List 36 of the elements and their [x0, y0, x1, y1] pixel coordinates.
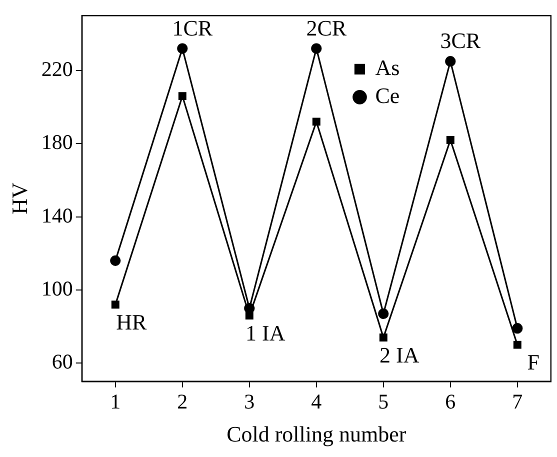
annotation: 1 IA	[246, 320, 286, 346]
y-axis-title: HV	[6, 182, 32, 214]
x-tick-label: 7	[512, 390, 523, 414]
y-tick-label: 140	[41, 203, 73, 228]
y-tick-label: 60	[52, 350, 73, 374]
point	[311, 43, 322, 54]
legend-label: Ce	[375, 82, 400, 108]
point	[110, 255, 121, 266]
point	[312, 118, 320, 126]
point	[378, 308, 389, 320]
point	[446, 136, 454, 144]
legend-label: As	[375, 54, 400, 80]
annotation: F	[527, 350, 540, 375]
annotation: HR	[116, 309, 148, 334]
y-tick-label: 180	[41, 130, 73, 154]
annotation: 3CR	[440, 28, 481, 54]
x-axis-title: Cold rolling number	[226, 422, 407, 447]
x-tick-label: 6	[445, 390, 456, 414]
x-tick-label: 1	[110, 390, 121, 414]
annotation: 2CR	[306, 15, 347, 40]
x-tick-label: 3	[244, 390, 255, 414]
point	[445, 56, 456, 67]
point	[111, 300, 120, 309]
point	[379, 334, 388, 342]
point	[245, 312, 254, 320]
annotation: 1CR	[172, 15, 213, 40]
point	[513, 340, 522, 349]
annotation: 2 IA	[380, 342, 420, 368]
x-tick-label: 4	[311, 390, 322, 414]
point	[177, 43, 188, 54]
x-tick-label: 5	[378, 390, 389, 414]
point	[512, 323, 523, 334]
point	[178, 92, 186, 100]
y-tick-label: 220	[41, 56, 73, 81]
y-tick-label: 100	[41, 276, 73, 300]
x-tick-label: 2	[177, 390, 188, 414]
